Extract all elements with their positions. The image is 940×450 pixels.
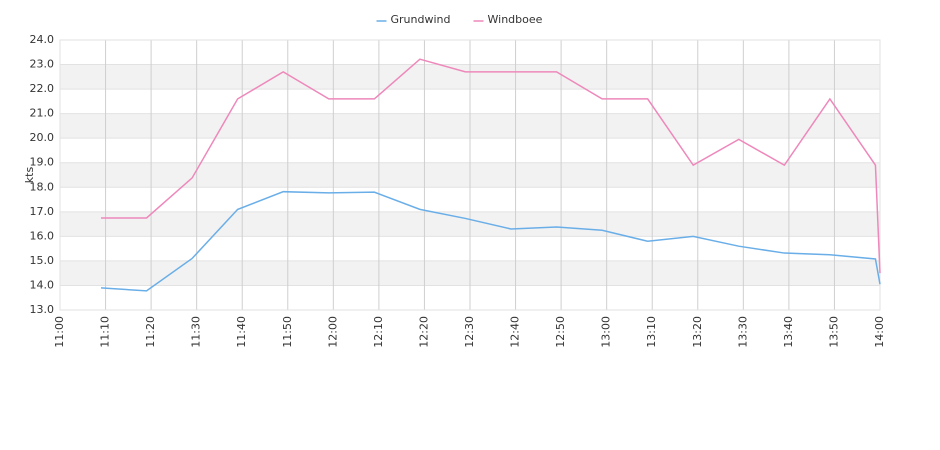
y-tick-label: 21.0 (30, 107, 55, 120)
x-tick-label: 11:50 (281, 316, 294, 348)
series-line (100, 190, 881, 292)
x-tick-label: 11:30 (190, 316, 203, 348)
legend-label: Grundwind (391, 13, 451, 26)
x-tick-label: 12:50 (554, 316, 567, 348)
y-tick-label: 14.0 (30, 278, 55, 291)
y-tick-label: 20.0 (30, 131, 55, 144)
x-tick-label: 14:00 (873, 316, 886, 348)
y-tick-label: 15.0 (30, 254, 55, 267)
x-tick-label: 13:30 (736, 316, 749, 348)
x-tick-label: 12:00 (326, 316, 339, 348)
series-line (101, 58, 881, 274)
x-tick-label: 13:20 (691, 316, 704, 348)
y-axis-label: kts (23, 167, 36, 184)
y-tick-label: 24.0 (30, 33, 55, 46)
x-tick-label: 13:50 (827, 316, 840, 348)
x-tick-label: 11:40 (235, 316, 248, 348)
x-tick-label: 11:20 (144, 316, 157, 348)
x-tick-label: 12:20 (417, 316, 430, 348)
y-tick-label: 17.0 (30, 205, 55, 218)
legend-label: Windboee (488, 13, 543, 26)
y-tick-label: 18.0 (30, 180, 55, 193)
y-tick-label: 22.0 (30, 82, 55, 95)
x-tick-label: 13:40 (782, 316, 795, 348)
y-tick-label: 19.0 (30, 156, 55, 169)
x-tick-label: 12:10 (372, 316, 385, 348)
x-tick-label: 12:30 (463, 316, 476, 348)
x-tick-label: 13:00 (600, 316, 613, 348)
x-tick-label: 13:10 (645, 316, 658, 348)
x-tick-label: 11:10 (99, 316, 112, 348)
y-tick-label: 16.0 (30, 229, 55, 242)
y-tick-label: 13.0 (30, 303, 55, 316)
x-tick-label: 11:00 (53, 316, 66, 348)
y-tick-label: 23.0 (30, 58, 55, 71)
x-tick-label: 12:40 (509, 316, 522, 348)
plot-frame (59, 39, 881, 311)
